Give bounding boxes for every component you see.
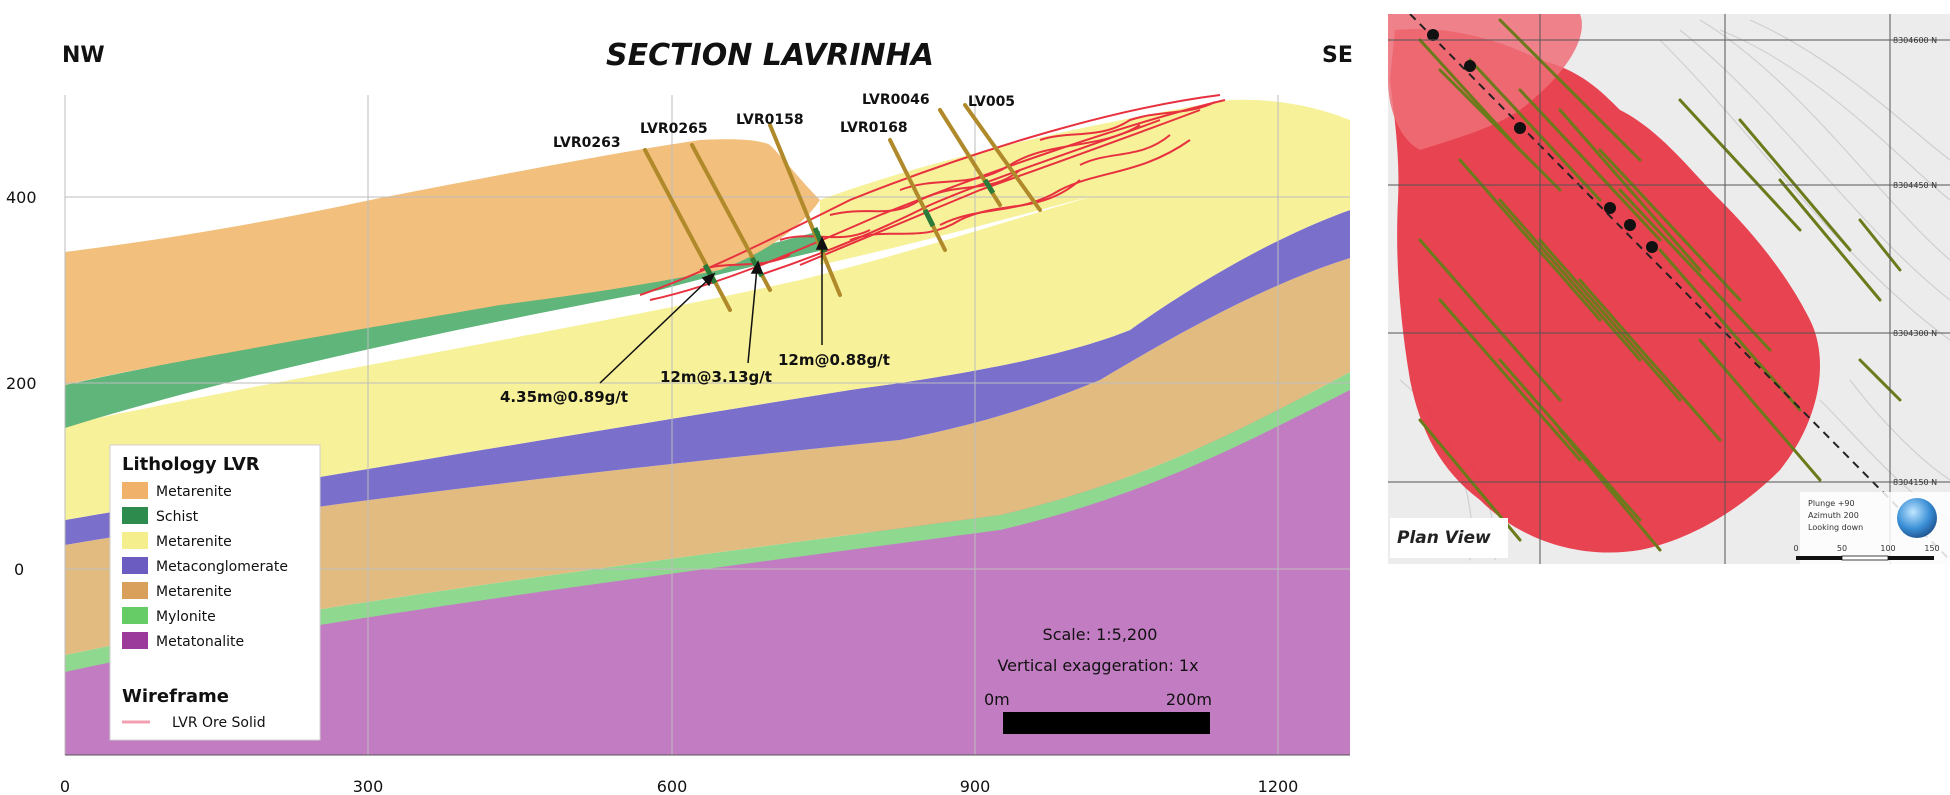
legend-item-3: Metaconglomerate: [156, 559, 288, 575]
azimuth-text: Azimuth 200: [1808, 511, 1859, 520]
schist-layer: [65, 180, 1000, 428]
label-lvr0265: LVR0265: [640, 121, 708, 137]
intercept-label-3: 12m@0.88g/t: [778, 351, 890, 369]
ore-body-upper: [1388, 14, 1582, 150]
x-tick-labels: 0 300 600 900 1200: [60, 777, 1298, 795]
nw-label: NW: [62, 43, 105, 68]
globe-icon: [1897, 498, 1937, 538]
drillhole-lvr0168: [888, 138, 947, 252]
label-lvr0158: LVR0158: [736, 112, 804, 128]
scale-block: Scale: 1:5,200 Vertical exaggeration: 1x…: [984, 625, 1212, 734]
legend-title: Lithology LVR: [122, 454, 260, 475]
x-tick-0: 0: [60, 777, 70, 795]
legend-item-2: Metarenite: [156, 534, 232, 550]
legend-swatch-4: [122, 582, 148, 599]
intercept-label-2: 12m@3.13g/t: [660, 368, 772, 386]
y-tick-0: 0: [14, 560, 24, 579]
upper-metarenite-layer: [65, 139, 820, 385]
intercept-arrows: [599, 236, 829, 384]
coord-8304450: 8304450 N: [1893, 181, 1937, 190]
middle-metarenite-layer: [65, 130, 1350, 520]
scale-text: Scale: 1:5,200: [1043, 625, 1158, 644]
legend-item-5: Mylonite: [156, 609, 216, 625]
legend-item-0: Metarenite: [156, 484, 232, 500]
x-tick-600: 600: [657, 777, 688, 795]
scale-bar: [1003, 712, 1210, 734]
plunge-text: Plunge +90: [1808, 499, 1855, 508]
plan-scale-bar: [1796, 555, 1934, 561]
scale-bar-start: 0m: [984, 690, 1010, 709]
y-tick-200: 200: [6, 374, 37, 393]
drillhole-lvr0158: [768, 123, 842, 297]
lower-metarenite-layer: [65, 258, 1350, 655]
plan-scale-0: 0: [1793, 544, 1798, 553]
looking-text: Looking down: [1808, 523, 1863, 532]
drillhole-lv005: [963, 103, 1042, 212]
section-title: SECTION LAVRINHA: [606, 38, 934, 73]
label-lvr0046: LVR0046: [862, 92, 930, 108]
drillholes: [643, 103, 1042, 312]
y-tick-400: 400: [6, 188, 37, 207]
exaggeration-text: Vertical exaggeration: 1x: [997, 656, 1198, 675]
section-line: [1409, 14, 1950, 561]
legend-swatch-0: [122, 482, 148, 499]
legend-swatch-2: [122, 532, 148, 549]
plan-scale-100: 100: [1880, 544, 1895, 553]
legend-item-1: Schist: [156, 509, 199, 525]
legend: Lithology LVR Metarenite Schist Metareni…: [109, 444, 321, 741]
plan-view: 8304600 N 8304450 N 8304300 N 8304150 N …: [1388, 14, 1950, 564]
label-lvr0168: LVR0168: [840, 120, 908, 136]
plan-scale-50: 50: [1837, 544, 1847, 553]
se-label: SE: [1322, 43, 1353, 68]
legend-swatch-6: [122, 632, 148, 649]
x-tick-1200: 1200: [1258, 777, 1299, 795]
plan-coords: 8304600 N 8304450 N 8304300 N 8304150 N: [1893, 36, 1937, 487]
ore-body: [1390, 29, 1820, 553]
plan-title: Plan View: [1397, 528, 1491, 548]
plan-scale-150: 150: [1924, 544, 1939, 553]
intercept-label-1: 4.35m@0.89g/t: [500, 388, 628, 406]
coord-8304150: 8304150 N: [1893, 478, 1937, 487]
ore-solid-wireframe: [639, 94, 1226, 301]
y-tick-labels: 400 200 0: [6, 188, 37, 579]
scale-bar-end: 200m: [1166, 690, 1212, 709]
legend-swatch-1: [122, 507, 148, 524]
label-lv005: LV005: [968, 94, 1015, 110]
drillhole-lvr0263: [643, 148, 732, 312]
label-lvr0263: LVR0263: [553, 135, 621, 151]
x-tick-300: 300: [353, 777, 384, 795]
coord-8304300: 8304300 N: [1893, 329, 1937, 338]
plan-grid: [1388, 14, 1950, 564]
section-line-collars: [1427, 29, 1658, 253]
drillhole-labels: LVR0263 LVR0265 LVR0158 LVR0168 LVR0046 …: [553, 92, 1015, 151]
plan-scale-ticks: 0 50 100 150: [1793, 544, 1939, 553]
cross-section: LVR0263 LVR0265 LVR0158 LVR0168 LVR0046 …: [6, 38, 1353, 795]
wireframe-item: LVR Ore Solid: [172, 715, 266, 731]
legend-swatch-5: [122, 607, 148, 624]
x-tick-900: 900: [960, 777, 991, 795]
legend-swatch-3: [122, 557, 148, 574]
legend-item-6: Metatonalite: [156, 634, 244, 650]
legend-item-4: Metarenite: [156, 584, 232, 600]
wireframe-title: Wireframe: [122, 686, 229, 707]
coord-8304600: 8304600 N: [1893, 36, 1937, 45]
plan-title-box: [1390, 518, 1508, 558]
